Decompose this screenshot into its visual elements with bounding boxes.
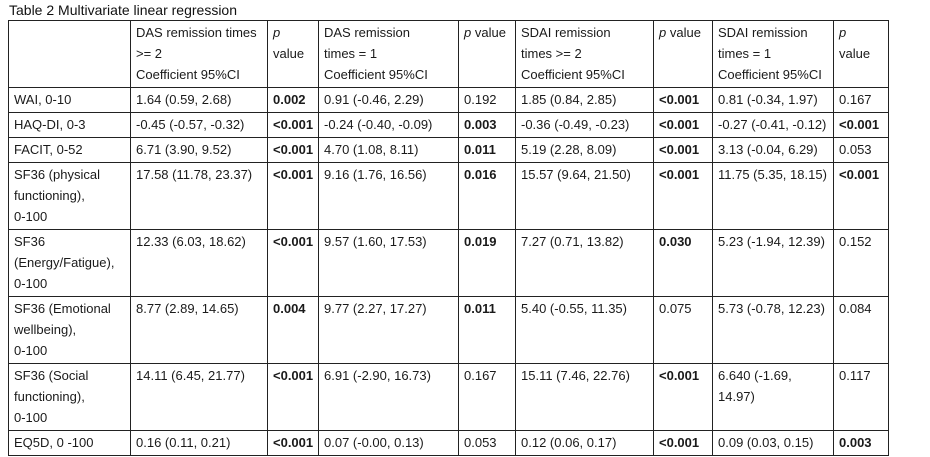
table-row: EQ5D, 0 -100 0.16 (0.11, 0.21) <0.001 0.07 …: [8, 430, 889, 456]
coefficient-cell: 6.91 (-2.90, 16.73): [318, 363, 459, 431]
p-value-cell: 0.016: [458, 162, 516, 230]
p-value-cell: <0.001: [653, 162, 713, 230]
coefficient-cell: 5.40 (-0.55, 11.35): [515, 296, 654, 364]
coefficient-cell: 9.57 (1.60, 17.53): [318, 229, 459, 297]
p-value-cell: <0.001: [267, 430, 319, 456]
coefficient-cell: -0.27 (-0.41, -0.12): [712, 112, 834, 138]
header-cell: SDAI remission times >= 2 Coefficient 95…: [515, 20, 654, 88]
p-value-cell: 0.053: [833, 137, 889, 163]
p-value-cell: 0.019: [458, 229, 516, 297]
p-value-cell: <0.001: [267, 137, 319, 163]
p-value-cell: <0.001: [267, 162, 319, 230]
p-value-cell: 0.167: [833, 87, 889, 113]
coefficient-cell: 9.16 (1.76, 16.56): [318, 162, 459, 230]
row-label-cell: HAQ-DI, 0-3: [8, 112, 131, 138]
coefficient-cell: 0.07 (-0.00, 0.13): [318, 430, 459, 456]
coefficient-cell: -0.24 (-0.40, -0.09): [318, 112, 459, 138]
coefficient-cell: 1.64 (0.59, 2.68): [130, 87, 268, 113]
p-value-cell: 0.011: [458, 137, 516, 163]
p-italic: p: [464, 25, 472, 40]
table-row: SF36 (physical functioning), 0-100 17.58 …: [8, 162, 889, 230]
coefficient-cell: 5.23 (-1.94, 12.39): [712, 229, 834, 297]
header-cell-pvalue: p value: [833, 20, 889, 88]
table-row: FACIT, 0-52 6.71 (3.90, 9.52) <0.001 4.70 (…: [8, 137, 889, 163]
coefficient-cell: 3.13 (-0.04, 6.29): [712, 137, 834, 163]
p-value-cell: 0.003: [833, 430, 889, 456]
header-cell-pvalue: p value: [458, 20, 516, 88]
p-value-cell: 0.075: [653, 296, 713, 364]
header-cell-pvalue: p value: [267, 20, 319, 88]
p-value-cell: <0.001: [267, 229, 319, 297]
p-value-cell: <0.001: [653, 137, 713, 163]
header-cell-empty: [8, 20, 131, 88]
p-italic: p: [273, 25, 281, 40]
coefficient-cell: 5.19 (2.28, 8.09): [515, 137, 654, 163]
p-value-cell: 0.003: [458, 112, 516, 138]
p-value-cell: <0.001: [653, 87, 713, 113]
header-row: DAS remission times >= 2 Coefficient 95%…: [8, 20, 889, 88]
header-cell-pvalue: p value: [653, 20, 713, 88]
coefficient-cell: 12.33 (6.03, 18.62): [130, 229, 268, 297]
coefficient-cell: 6.640 (-1.69, 14.97): [712, 363, 834, 431]
p-value-cell: <0.001: [653, 363, 713, 431]
coefficient-cell: 7.27 (0.71, 13.82): [515, 229, 654, 297]
coefficient-cell: 4.70 (1.08, 8.11): [318, 137, 459, 163]
coefficient-cell: -0.36 (-0.49, -0.23): [515, 112, 654, 138]
coefficient-cell: 9.77 (2.27, 17.27): [318, 296, 459, 364]
row-label-cell: WAI, 0-10: [8, 87, 131, 113]
p-value-cell: 0.002: [267, 87, 319, 113]
coefficient-cell: 5.73 (-0.78, 12.23): [712, 296, 834, 364]
p-value-cell: 0.167: [458, 363, 516, 431]
p-value-cell: <0.001: [833, 112, 889, 138]
header-cell: DAS remission times >= 2 Coefficient 95%…: [130, 20, 268, 88]
row-label-cell: SF36 (Social functioning), 0-100: [8, 363, 131, 431]
p-value-cell: 0.084: [833, 296, 889, 364]
coefficient-cell: 17.58 (11.78, 23.37): [130, 162, 268, 230]
p-value-cell: 0.004: [267, 296, 319, 364]
coefficient-cell: 15.57 (9.64, 21.50): [515, 162, 654, 230]
coefficient-cell: 0.16 (0.11, 0.21): [130, 430, 268, 456]
coefficient-cell: 0.12 (0.06, 0.17): [515, 430, 654, 456]
row-label-cell: FACIT, 0-52: [8, 137, 131, 163]
coefficient-cell: 6.71 (3.90, 9.52): [130, 137, 268, 163]
p-value-cell: 0.030: [653, 229, 713, 297]
coefficient-cell: 14.11 (6.45, 21.77): [130, 363, 268, 431]
p-value-cell: <0.001: [653, 430, 713, 456]
p-value-cell: 0.053: [458, 430, 516, 456]
coefficient-cell: 0.09 (0.03, 0.15): [712, 430, 834, 456]
coefficient-cell: 1.85 (0.84, 2.85): [515, 87, 654, 113]
header-cell: SDAI remission times = 1 Coefficient 95%…: [712, 20, 834, 88]
p-value-cell: 0.117: [833, 363, 889, 431]
p-italic: p: [839, 25, 847, 40]
coefficient-cell: 15.11 (7.46, 22.76): [515, 363, 654, 431]
p-value-cell: 0.011: [458, 296, 516, 364]
row-label-cell: SF36 (Emotional wellbeing), 0-100: [8, 296, 131, 364]
table-row: SF36 (Energy/Fatigue), 0-100 12.33 (6.03,…: [8, 229, 889, 297]
table-row: WAI, 0-10 1.64 (0.59, 2.68) 0.002 0.91 (-0.…: [8, 87, 889, 113]
row-label-cell: SF36 (Energy/Fatigue), 0-100: [8, 229, 131, 297]
p-value-cell: <0.001: [653, 112, 713, 138]
regression-table: DAS remission times >= 2 Coefficient 95%…: [8, 20, 889, 456]
header-cell: DAS remission times = 1 Coefficient 95%C…: [318, 20, 459, 88]
table-body: WAI, 0-10 1.64 (0.59, 2.68) 0.002 0.91 (-0.…: [8, 87, 889, 456]
p-italic: p: [659, 25, 667, 40]
table-row: SF36 (Emotional wellbeing), 0-100 8.77 (2…: [8, 296, 889, 364]
p-value-cell: <0.001: [833, 162, 889, 230]
coefficient-cell: 11.75 (5.35, 18.15): [712, 162, 834, 230]
table-title: Table 2 Multivariate linear regression: [9, 2, 237, 18]
p-value-cell: <0.001: [267, 363, 319, 431]
coefficient-cell: 8.77 (2.89, 14.65): [130, 296, 268, 364]
row-label-cell: EQ5D, 0 -100: [8, 430, 131, 456]
row-label-cell: SF36 (physical functioning), 0-100: [8, 162, 131, 230]
p-value-cell: 0.152: [833, 229, 889, 297]
table-row: SF36 (Social functioning), 0-100 14.11 (6…: [8, 363, 889, 431]
coefficient-cell: 0.81 (-0.34, 1.97): [712, 87, 834, 113]
coefficient-cell: 0.91 (-0.46, 2.29): [318, 87, 459, 113]
table-row: HAQ-DI, 0-3 -0.45 (-0.57, -0.32) <0.001 -0.…: [8, 112, 889, 138]
p-value-cell: <0.001: [267, 112, 319, 138]
coefficient-cell: -0.45 (-0.57, -0.32): [130, 112, 268, 138]
p-value-cell: 0.192: [458, 87, 516, 113]
